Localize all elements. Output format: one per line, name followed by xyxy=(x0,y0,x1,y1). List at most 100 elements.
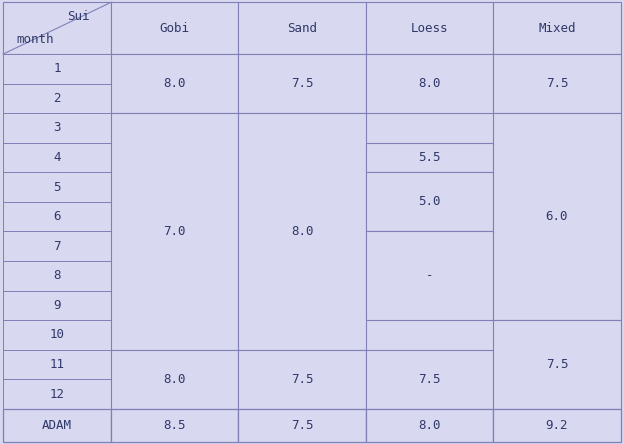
Bar xyxy=(238,409,366,442)
Bar xyxy=(493,231,621,261)
Bar xyxy=(493,350,621,379)
Bar xyxy=(238,54,366,113)
Bar xyxy=(3,290,111,320)
Bar xyxy=(366,231,493,261)
Bar xyxy=(111,113,238,350)
Text: Loess: Loess xyxy=(411,22,448,35)
Bar xyxy=(238,350,366,379)
Text: 7.5: 7.5 xyxy=(291,373,313,386)
Bar xyxy=(111,143,238,172)
Bar xyxy=(111,290,238,320)
Bar xyxy=(3,2,111,54)
Bar xyxy=(493,172,621,202)
Text: 7.5: 7.5 xyxy=(291,419,313,432)
Bar xyxy=(111,83,238,113)
Bar xyxy=(238,143,366,172)
Bar xyxy=(238,113,366,350)
Bar xyxy=(493,113,621,320)
Bar xyxy=(111,113,238,143)
Bar xyxy=(366,54,493,113)
Text: 9.2: 9.2 xyxy=(546,419,568,432)
Bar xyxy=(493,290,621,320)
Bar xyxy=(366,261,493,290)
Text: 4: 4 xyxy=(54,151,61,164)
Text: 5.0: 5.0 xyxy=(418,195,441,208)
Bar xyxy=(493,409,621,442)
Bar xyxy=(111,350,238,379)
Bar xyxy=(111,350,238,409)
Bar xyxy=(111,54,238,113)
Bar xyxy=(111,54,238,83)
Bar xyxy=(238,290,366,320)
Bar xyxy=(3,143,111,172)
Bar xyxy=(493,54,621,83)
Bar xyxy=(493,379,621,409)
Bar xyxy=(111,172,238,202)
Bar xyxy=(366,54,493,83)
Bar xyxy=(3,231,111,261)
Text: 12: 12 xyxy=(50,388,65,400)
Bar xyxy=(111,231,238,261)
Text: 1: 1 xyxy=(54,62,61,75)
Bar xyxy=(238,379,366,409)
Text: -: - xyxy=(426,270,433,282)
Bar xyxy=(111,409,238,442)
Text: 11: 11 xyxy=(50,358,65,371)
Text: 8.0: 8.0 xyxy=(163,373,186,386)
Bar xyxy=(3,54,111,83)
Text: 3: 3 xyxy=(54,122,61,135)
Text: 5.5: 5.5 xyxy=(418,151,441,164)
Bar xyxy=(3,350,111,379)
Bar xyxy=(366,83,493,113)
Bar xyxy=(366,113,493,143)
Text: Sui: Sui xyxy=(67,10,90,23)
Bar xyxy=(366,350,493,379)
Bar xyxy=(238,261,366,290)
Text: Gobi: Gobi xyxy=(160,22,190,35)
Bar xyxy=(366,379,493,409)
Bar xyxy=(3,83,111,113)
Text: Mixed: Mixed xyxy=(538,22,576,35)
Text: Sand: Sand xyxy=(287,22,317,35)
Text: 10: 10 xyxy=(50,329,65,341)
Bar xyxy=(3,202,111,231)
Bar xyxy=(493,113,621,143)
Bar xyxy=(366,143,493,172)
Text: 8.0: 8.0 xyxy=(291,225,313,238)
Bar xyxy=(238,320,366,350)
Bar xyxy=(111,320,238,350)
Bar xyxy=(493,54,621,113)
Bar xyxy=(111,202,238,231)
Text: 8.5: 8.5 xyxy=(163,419,186,432)
Bar xyxy=(493,83,621,113)
Bar xyxy=(111,261,238,290)
Bar xyxy=(238,54,366,83)
Text: 8.0: 8.0 xyxy=(418,77,441,90)
Bar xyxy=(3,261,111,290)
Text: 8.0: 8.0 xyxy=(418,419,441,432)
Text: 8: 8 xyxy=(54,270,61,282)
Bar xyxy=(238,231,366,261)
Text: 7: 7 xyxy=(54,240,61,253)
Text: 7.5: 7.5 xyxy=(546,358,568,371)
Bar xyxy=(493,261,621,290)
Bar xyxy=(366,231,493,320)
Bar xyxy=(3,409,111,442)
Text: 7.5: 7.5 xyxy=(418,373,441,386)
Text: 6.0: 6.0 xyxy=(546,210,568,223)
Bar xyxy=(366,409,493,442)
Bar xyxy=(493,320,621,350)
Bar xyxy=(366,350,493,409)
Bar xyxy=(111,379,238,409)
Text: 6: 6 xyxy=(54,210,61,223)
Bar xyxy=(238,83,366,113)
Bar xyxy=(238,202,366,231)
Bar xyxy=(366,172,493,202)
Bar xyxy=(366,2,493,54)
Text: 7.5: 7.5 xyxy=(546,77,568,90)
Bar xyxy=(3,379,111,409)
Text: month: month xyxy=(17,33,54,46)
Bar xyxy=(493,143,621,172)
Bar xyxy=(3,320,111,350)
Bar xyxy=(238,113,366,143)
